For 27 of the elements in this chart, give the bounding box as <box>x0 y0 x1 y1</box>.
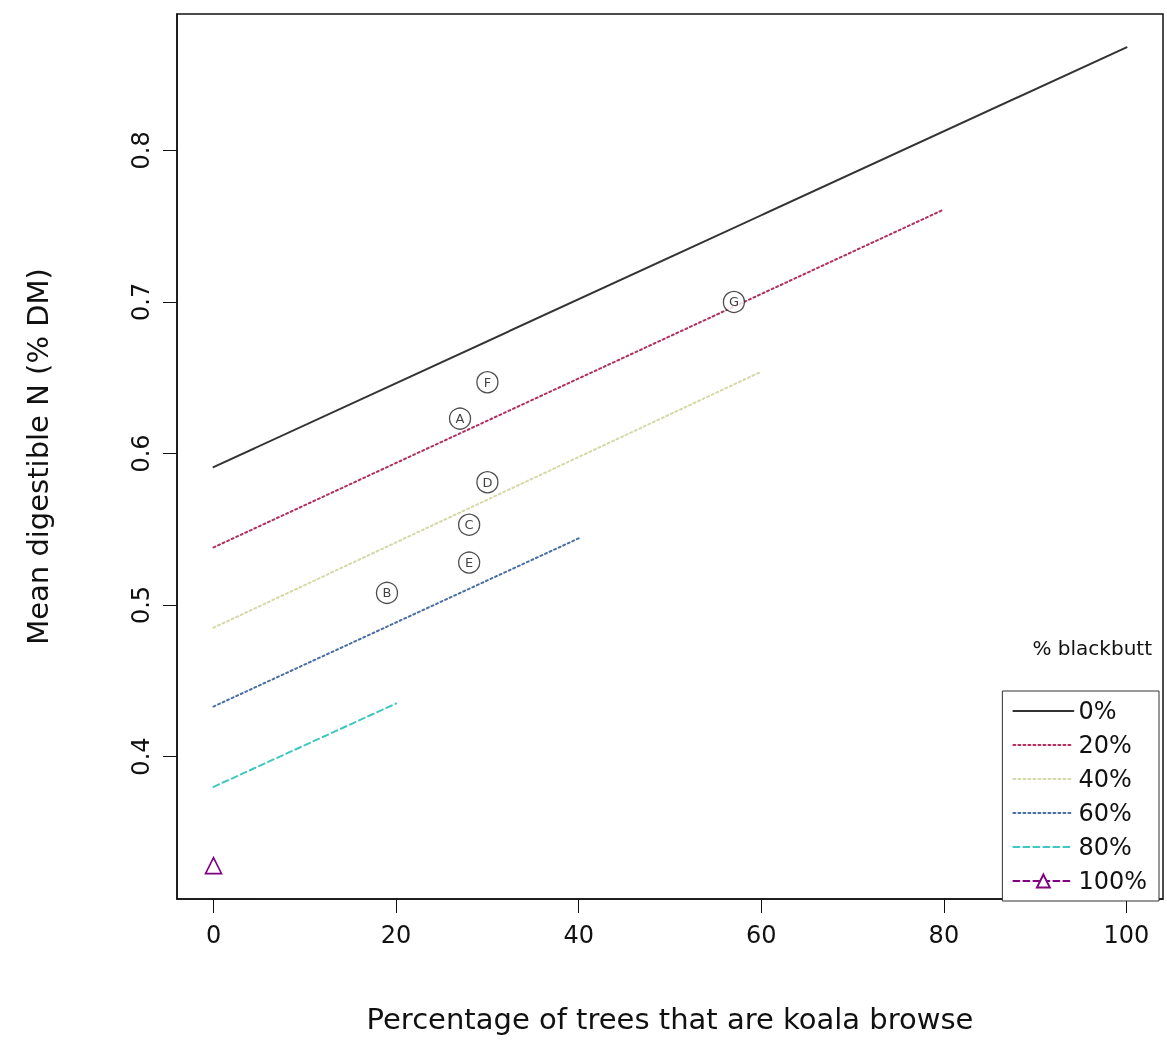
annotation: B <box>382 585 392 601</box>
legend-label: 80% <box>1078 833 1132 861</box>
x-tick-label: 20 <box>380 921 412 949</box>
legend-label: 60% <box>1078 799 1132 827</box>
annotation: G <box>728 294 739 310</box>
annotation: D <box>482 474 493 490</box>
annotation: C <box>464 517 474 533</box>
x-tick-label: 40 <box>563 921 594 949</box>
y-tick-label: 0.8 <box>127 131 155 170</box>
legend-label: 20% <box>1078 731 1132 759</box>
x-tick-label: 80 <box>928 921 960 949</box>
x-axis-title: Percentage of trees that are koala browse <box>366 1001 974 1036</box>
legend-title: % blackbutt <box>1032 636 1153 660</box>
x-tick-label: 100 <box>1103 921 1150 949</box>
y-tick-label: 0.6 <box>127 434 155 473</box>
legend-label: 100% <box>1078 867 1148 895</box>
annotation: F <box>483 374 492 390</box>
y-tick-label: 0.4 <box>127 737 155 776</box>
legend-label: 0% <box>1078 697 1117 725</box>
annotation: E <box>465 555 474 571</box>
y-axis-title: Mean digestible N (% DM) <box>20 268 55 645</box>
y-tick-label: 0.7 <box>127 282 155 322</box>
annotation: A <box>455 411 465 427</box>
y-tick-label: 0.5 <box>127 585 155 625</box>
legend-label: 40% <box>1078 765 1132 793</box>
x-tick-label: 60 <box>746 921 777 949</box>
x-tick-label: 0 <box>205 921 222 949</box>
